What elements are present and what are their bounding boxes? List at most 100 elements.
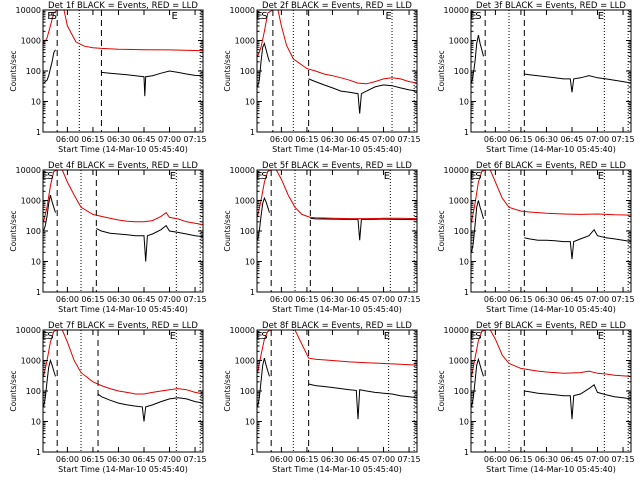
- panel-title: Det 5f BLACK = Events, RED = LLD: [262, 161, 412, 171]
- panel-det-4: Det 4f BLACK = Events, RED = LLD 1 10 100 10…: [9, 161, 207, 314]
- series-group: [43, 170, 203, 262]
- x-tick-label: 07:15: [398, 455, 421, 464]
- x-tick-label: 06:30: [107, 135, 130, 144]
- y-tick-label: 1: [464, 128, 469, 137]
- series-group: [43, 10, 203, 97]
- x-tick-label: 06:00: [56, 295, 79, 304]
- lld-line: [43, 170, 203, 226]
- x-tick-label: 06:30: [107, 455, 130, 464]
- lld-line: [471, 170, 631, 222]
- panel-title: Det 3f BLACK = Events, RED = LLD: [476, 1, 626, 11]
- e-start-mark: E: [42, 171, 48, 182]
- e-start-mark: E: [256, 11, 262, 22]
- y-tick-label: 1: [464, 448, 469, 457]
- s-mark: S: [475, 331, 481, 342]
- y-tick-label: 1000: [449, 37, 469, 46]
- events-line: [257, 42, 417, 114]
- e-end-mark: E: [384, 171, 390, 182]
- series-group: [471, 35, 631, 93]
- x-tick-label: 06:45: [560, 135, 583, 144]
- x-tick-label: 06:15: [295, 135, 318, 144]
- x-tick-label: 06:00: [484, 455, 507, 464]
- y-tick-label: 1000: [21, 197, 41, 206]
- x-tick-label: 07:15: [612, 455, 635, 464]
- plot-frame: [42, 169, 204, 293]
- plot-frame: [42, 9, 204, 133]
- s-mark: S: [51, 11, 57, 22]
- x-tick-label: 06:45: [560, 295, 583, 304]
- y-tick-label: 100: [454, 387, 469, 396]
- x-tick-label: 06:30: [321, 455, 344, 464]
- y-tick-label: 1: [250, 288, 255, 297]
- lld-line: [471, 330, 631, 377]
- x-tick-label: 07:00: [158, 295, 181, 304]
- x-tick-label: 06:00: [270, 295, 293, 304]
- y-axis-label: Counts/sec: [9, 50, 18, 91]
- x-tick-label: 06:15: [509, 295, 532, 304]
- plot-frame: [42, 329, 204, 453]
- x-tick-label: 06:45: [132, 295, 155, 304]
- series-group: [471, 330, 631, 420]
- y-tick-label: 10: [245, 258, 255, 267]
- y-tick-label: 10: [31, 418, 41, 427]
- events-line: [471, 357, 631, 420]
- y-tick-label: 10: [31, 258, 41, 267]
- e-end-mark: E: [170, 331, 176, 342]
- lld-line: [43, 10, 203, 52]
- events-line: [471, 35, 631, 93]
- plot-frame: [470, 169, 632, 293]
- events-line: [43, 49, 203, 97]
- y-tick-label: 100: [454, 227, 469, 236]
- y-tick-label: 10: [245, 98, 255, 107]
- x-tick-label: 06:45: [132, 135, 155, 144]
- x-tick-label: 07:00: [372, 295, 395, 304]
- x-tick-label: 07:00: [372, 135, 395, 144]
- x-tick-label: 07:15: [612, 295, 635, 304]
- panel-title: Det 6f BLACK = Events, RED = LLD: [476, 161, 626, 171]
- y-tick-label: 1: [250, 128, 255, 137]
- y-tick-label: 1: [464, 288, 469, 297]
- x-tick-label: 06:45: [346, 295, 369, 304]
- x-tick-label: 06:15: [81, 455, 104, 464]
- x-axis-label: Start Time (14-Mar-10 05:45:40): [58, 305, 188, 314]
- x-tick-label: 06:00: [56, 455, 79, 464]
- s-mark: S: [261, 171, 267, 182]
- x-tick-label: 06:30: [321, 135, 344, 144]
- panel-title: Det 9f BLACK = Events, RED = LLD: [476, 321, 626, 331]
- x-tick-label: 07:00: [586, 455, 609, 464]
- y-axis-label: Counts/sec: [223, 50, 232, 91]
- y-tick-label: 10000: [16, 6, 41, 15]
- x-tick-label: 07:00: [158, 135, 181, 144]
- plot-frame: [256, 169, 418, 293]
- y-tick-label: 1000: [21, 37, 41, 46]
- series-group: [471, 170, 631, 260]
- x-tick-label: 06:15: [509, 135, 532, 144]
- panel-det-3: Det 3f BLACK = Events, RED = LLD 1 10 100 10…: [437, 1, 635, 154]
- x-tick-label: 06:15: [81, 135, 104, 144]
- y-axis-label: Counts/sec: [437, 370, 446, 411]
- y-axis-label: Counts/sec: [437, 210, 446, 251]
- y-tick-label: 1000: [235, 37, 255, 46]
- x-tick-label: 06:30: [321, 295, 344, 304]
- x-axis-label: Start Time (14-Mar-10 05:45:40): [58, 145, 188, 154]
- x-tick-label: 07:15: [184, 135, 207, 144]
- plot-frame: [256, 329, 418, 453]
- s-mark: S: [261, 11, 267, 22]
- x-axis-label: Start Time (14-Mar-10 05:45:40): [486, 145, 616, 154]
- e-start-mark: E: [256, 171, 262, 182]
- x-tick-label: 07:00: [158, 455, 181, 464]
- x-tick-label: 06:15: [81, 295, 104, 304]
- events-line: [43, 358, 203, 422]
- x-tick-label: 06:00: [484, 295, 507, 304]
- s-mark: S: [475, 11, 481, 22]
- x-tick-label: 06:30: [107, 295, 130, 304]
- y-tick-label: 1: [36, 288, 41, 297]
- events-line: [257, 357, 417, 420]
- x-tick-label: 06:45: [132, 455, 155, 464]
- lld-line: [43, 330, 203, 395]
- y-tick-label: 10000: [444, 6, 469, 15]
- x-axis-label: Start Time (14-Mar-10 05:45:40): [272, 465, 402, 474]
- e-start-mark: E: [470, 331, 476, 342]
